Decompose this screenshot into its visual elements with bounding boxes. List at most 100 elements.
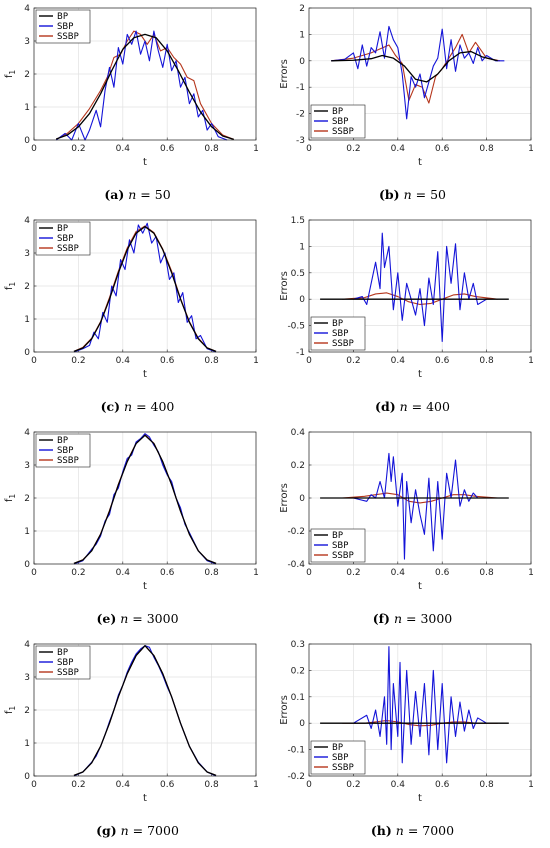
y-tick-label: 0.1 <box>291 693 305 703</box>
legend-label-ssbp: SSBP <box>57 32 79 42</box>
x-tick-label: 0.6 <box>435 356 450 366</box>
series-line-ssbp <box>55 30 234 140</box>
y-tick-label: 0 <box>299 295 305 305</box>
y-tick-label: 2 <box>24 282 30 292</box>
y-tick-label: 4 <box>24 640 30 650</box>
x-tick-label: 0 <box>31 568 37 578</box>
caption-variable: n <box>393 611 403 626</box>
y-axis-label-subscript: 1 <box>8 70 17 75</box>
axes-box <box>33 219 257 353</box>
caption-g: (g) n = 7000 <box>0 823 275 838</box>
x-axis-label: t <box>143 369 147 380</box>
legend-label-ssbp: SSBP <box>57 456 79 466</box>
x-tick-label: 0.8 <box>479 780 494 790</box>
y-tick-label: 4 <box>24 4 30 14</box>
y-tick-label: -2 <box>296 110 305 120</box>
caption-equals: = <box>402 611 421 626</box>
caption-label: (d) <box>375 399 396 414</box>
x-tick-label: 1 <box>253 780 259 790</box>
x-tick-label: 0.2 <box>346 144 360 154</box>
axes-box <box>308 431 532 565</box>
y-tick-label: 1.5 <box>291 216 305 226</box>
y-axis-label: Errors <box>279 483 290 513</box>
legend-label-sbp: SBP <box>332 117 348 127</box>
y-axis-label: Errors <box>279 59 290 89</box>
y-axis-label: f1 <box>4 70 17 79</box>
caption-variable: n <box>128 187 137 202</box>
series-line-bp <box>55 33 234 140</box>
x-tick-label: 1 <box>528 780 534 790</box>
chart-panel-b: 0 0.2 0.4 0.6 0.8 1 -3 -2 -1 0 1 2 t Errors BP SBP SSBP (… <box>275 0 550 212</box>
x-tick-label: 0 <box>31 780 37 790</box>
axes-box <box>308 643 532 777</box>
caption-value: 7000 <box>147 823 179 838</box>
y-axis-label: f1 <box>4 494 17 503</box>
y-tick-label: 0.4 <box>291 428 306 438</box>
y-axis-label: Errors <box>279 695 290 725</box>
y-axis-label-subscript: 1 <box>8 282 17 287</box>
chart-panel-d: 0 0.2 0.4 0.6 0.8 1 -1 -0.5 0 0.5 1 1.5 t Errors BP SBP… <box>275 212 550 424</box>
x-tick-label: 0.2 <box>71 356 85 366</box>
series-line-sbp <box>353 452 487 560</box>
axes-box <box>33 643 257 777</box>
y-axis-label: f1 <box>4 706 17 715</box>
caption-a: (a) n = 50 <box>0 187 275 202</box>
y-tick-label: 0.2 <box>291 461 305 471</box>
legend-label-ssbp: SSBP <box>332 339 354 349</box>
caption-equals: = <box>128 611 147 626</box>
caption-equals: = <box>411 187 431 202</box>
x-tick-label: 0.4 <box>116 780 131 790</box>
legend-label-bp: BP <box>57 12 68 22</box>
chart-svg-d: 0 0.2 0.4 0.6 0.8 1 -1 -0.5 0 0.5 1 1.5 t Errors BPSBP… <box>279 216 534 380</box>
y-tick-label: -0.5 <box>287 322 305 332</box>
chart-panel-f: 0 0.2 0.4 0.6 0.8 1 -0.4 -0.2 0 0.2 0.4 t Errors BP SB… <box>275 424 550 636</box>
legend-label-bp: BP <box>332 531 343 541</box>
legend-label-ssbp: SSBP <box>332 127 354 137</box>
caption-label: (f) <box>372 611 390 626</box>
x-tick-label: 1 <box>253 568 259 578</box>
y-tick-label: -1 <box>296 83 305 93</box>
series-line-bp <box>331 50 498 83</box>
x-tick-label: 0.6 <box>435 568 450 578</box>
caption-value: 3000 <box>420 611 453 626</box>
caption-equals: = <box>132 399 151 414</box>
caption-value: 50 <box>154 187 171 202</box>
x-tick-label: 0.4 <box>116 356 131 366</box>
caption-variable: n <box>120 611 129 626</box>
x-tick-label: 1 <box>528 144 534 154</box>
y-tick-label: 1 <box>24 103 30 113</box>
caption-f: (f) n = 3000 <box>275 611 550 626</box>
y-tick-label: 4 <box>24 428 30 438</box>
x-tick-label: 0.8 <box>204 356 219 366</box>
y-tick-label: 1 <box>299 30 305 40</box>
caption-label: (a) <box>104 187 125 202</box>
series-line-bp <box>73 644 217 776</box>
x-tick-label: 0.6 <box>160 356 175 366</box>
x-tick-label: 0.8 <box>479 144 494 154</box>
x-tick-label: 0 <box>31 356 37 366</box>
chart-svg-f: 0 0.2 0.4 0.6 0.8 1 -0.4 -0.2 0 0.2 0.4 t Errors BPSB… <box>279 428 534 592</box>
x-axis-label: t <box>143 157 147 168</box>
y-tick-label: 3 <box>24 461 30 471</box>
x-tick-label: 0.4 <box>391 356 406 366</box>
caption-variable: n <box>124 399 133 414</box>
y-tick-label: -0.4 <box>287 560 305 570</box>
x-tick-label: 0.8 <box>479 356 494 366</box>
axes-box <box>308 7 532 141</box>
caption-b: (b) n = 50 <box>275 187 550 202</box>
y-tick-label: -0.2 <box>287 527 305 537</box>
legend-label-bp: BP <box>57 224 68 234</box>
x-tick-label: 0 <box>31 144 37 154</box>
series-line-sbp <box>331 25 505 120</box>
legend-label-sbp: SBP <box>57 234 73 244</box>
y-tick-label: 0 <box>299 494 305 504</box>
x-tick-label: 0 <box>306 144 312 154</box>
y-tick-label: 0.5 <box>291 269 305 279</box>
